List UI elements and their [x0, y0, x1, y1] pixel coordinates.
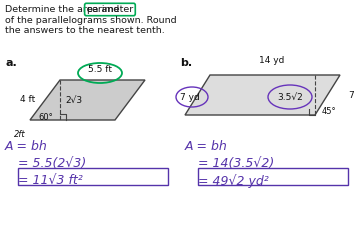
Text: 4 ft: 4 ft	[20, 95, 35, 104]
Polygon shape	[185, 75, 340, 115]
Text: = 11√3 ft²: = 11√3 ft²	[18, 174, 83, 187]
Text: 14 yd: 14 yd	[259, 56, 285, 65]
Text: A = bh: A = bh	[5, 140, 48, 153]
Text: = 49√2 yd²: = 49√2 yd²	[198, 174, 269, 188]
Text: of the parallelograms shown. Round: of the parallelograms shown. Round	[5, 16, 177, 25]
Text: = 5.5(2√3): = 5.5(2√3)	[18, 157, 86, 170]
Text: A = bh: A = bh	[185, 140, 228, 153]
Text: 2√3: 2√3	[65, 95, 82, 104]
Text: 45°: 45°	[322, 108, 337, 117]
Text: 3.5√2: 3.5√2	[277, 92, 303, 101]
Text: 7: 7	[348, 90, 354, 99]
Text: Determine the area and: Determine the area and	[5, 5, 122, 14]
Text: 7 yd: 7 yd	[180, 92, 200, 101]
Text: the answers to the nearest tenth.: the answers to the nearest tenth.	[5, 26, 165, 35]
Polygon shape	[30, 80, 145, 120]
Text: perimeter: perimeter	[86, 5, 134, 14]
Text: 2ft: 2ft	[14, 130, 26, 139]
Text: a.: a.	[5, 58, 17, 68]
Text: = 14(3.5√2): = 14(3.5√2)	[198, 157, 274, 170]
Text: 5.5 ft: 5.5 ft	[88, 65, 112, 74]
Text: b.: b.	[180, 58, 192, 68]
Text: 60°: 60°	[38, 112, 53, 122]
